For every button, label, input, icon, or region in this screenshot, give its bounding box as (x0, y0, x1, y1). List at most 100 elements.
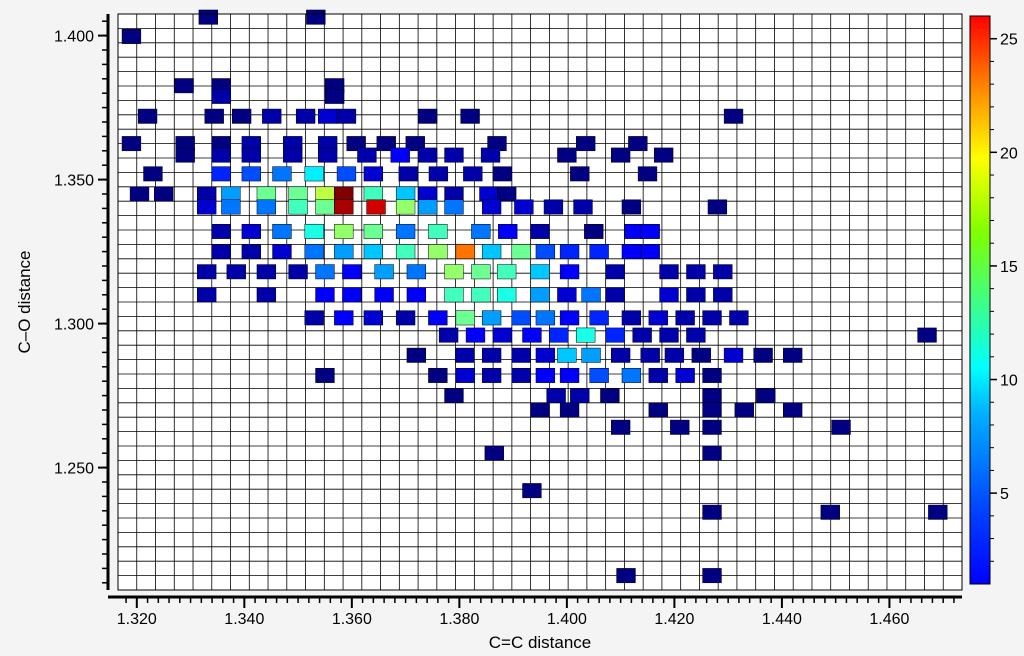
heatmap-cell (471, 287, 491, 303)
heatmap-cell (511, 367, 531, 383)
y-tick-label: 1.350 (54, 173, 94, 190)
heatmap-cell (460, 108, 480, 124)
heatmap-cell (374, 287, 394, 303)
heatmap-cell (295, 108, 316, 124)
heatmap-cell (702, 419, 722, 435)
heatmap-cell (702, 367, 722, 383)
heatmap-cell (729, 310, 749, 326)
heatmap-cell (702, 445, 722, 461)
heatmap-cell (546, 388, 566, 404)
heatmap-cell (143, 166, 163, 182)
heatmap-cell (589, 367, 609, 383)
heatmap-cell (304, 223, 324, 239)
heatmap-cell (481, 244, 502, 260)
heatmap-cell (455, 310, 475, 326)
heatmap-cell (637, 166, 658, 182)
heatmap-cell (428, 223, 448, 239)
heatmap-cell (632, 327, 652, 343)
x-tick-label: 1.360 (332, 611, 372, 628)
heatmap-cell (455, 367, 475, 383)
heatmap-cell (395, 186, 416, 202)
y-tick-label: 1.400 (54, 29, 94, 46)
heatmap-cell (557, 287, 577, 303)
heatmap-cell (395, 199, 416, 215)
heatmap-cell (570, 388, 590, 404)
heatmap-cell (616, 568, 636, 584)
heatmap-cell (610, 347, 631, 363)
heatmap-cell (324, 88, 345, 104)
heatmap-cell (581, 347, 601, 363)
heatmap-cell (702, 402, 722, 418)
heatmap-cell (686, 264, 706, 280)
heatmap-cell (713, 264, 733, 280)
heatmap-cell (428, 166, 449, 182)
heatmap-cell (428, 310, 448, 326)
heatmap-cell (573, 199, 593, 215)
heatmap-cell (480, 147, 501, 163)
heatmap-cell (137, 108, 158, 124)
heatmap-cell (288, 264, 308, 280)
x-tick-label: 1.420 (654, 611, 694, 628)
heatmap-cell (406, 264, 427, 280)
heatmap-cell (723, 108, 744, 124)
heatmap-cell (221, 199, 241, 215)
heatmap-cell (197, 186, 217, 202)
heatmap-cell (363, 186, 384, 202)
heatmap-cell (702, 388, 722, 404)
heatmap-cell (334, 186, 354, 202)
heatmap-cell (559, 402, 580, 418)
heatmap-cell (304, 310, 324, 326)
heatmap-cell (497, 264, 517, 280)
heatmap-cell (317, 108, 338, 124)
heatmap-cell (444, 264, 464, 280)
heatmap-cell (428, 244, 448, 260)
heatmap-cell (211, 88, 231, 104)
heatmap-cell (559, 244, 580, 260)
heatmap-cell (406, 347, 427, 363)
heatmap-cell (535, 244, 556, 260)
heatmap-cell (621, 244, 642, 260)
heatmap-cell (497, 287, 517, 303)
heatmap-cell (417, 199, 438, 215)
heatmap-cell (570, 166, 590, 182)
heatmap-cell (374, 264, 394, 280)
heatmap-cell (917, 327, 937, 343)
heatmap-cell (376, 136, 396, 152)
heatmap-cell (535, 310, 556, 326)
heatmap-cell (686, 327, 706, 343)
y-tick-label: 1.250 (54, 461, 94, 478)
heatmap-cell (576, 136, 596, 152)
heatmap-cell (395, 223, 416, 239)
x-axis-title: C=C distance (489, 633, 592, 652)
heatmap-cell (610, 419, 631, 435)
heatmap-cell (272, 223, 292, 239)
heatmap-cell (211, 244, 231, 260)
heatmap-cell (304, 244, 324, 260)
heatmap-cell (653, 147, 674, 163)
heatmap-cell (198, 9, 218, 25)
heatmap-cell (522, 327, 542, 343)
heatmap-cell (288, 199, 308, 215)
heatmap-cell (342, 264, 362, 280)
heatmap-cell (471, 264, 491, 280)
heatmap-cell (417, 147, 438, 163)
heatmap-cells (121, 9, 948, 584)
heatmap-cell (559, 264, 580, 280)
heatmap-cell (576, 327, 596, 343)
heatmap-cell (226, 264, 246, 280)
heatmap-cell (363, 166, 384, 182)
heatmap-cell (481, 310, 502, 326)
heatmap-cell (511, 347, 531, 363)
heatmap-cell (640, 347, 660, 363)
heatmap-cell (438, 327, 459, 343)
heatmap-cell (559, 367, 580, 383)
heatmap-cell (315, 287, 335, 303)
heatmap-cell (756, 388, 776, 404)
heatmap-cell (549, 327, 569, 343)
heatmap-cell (363, 310, 384, 326)
heatmap-cell (334, 199, 354, 215)
heatmap-cell (174, 78, 194, 94)
heatmap-cell (702, 504, 722, 520)
heatmap-cell (357, 147, 377, 163)
